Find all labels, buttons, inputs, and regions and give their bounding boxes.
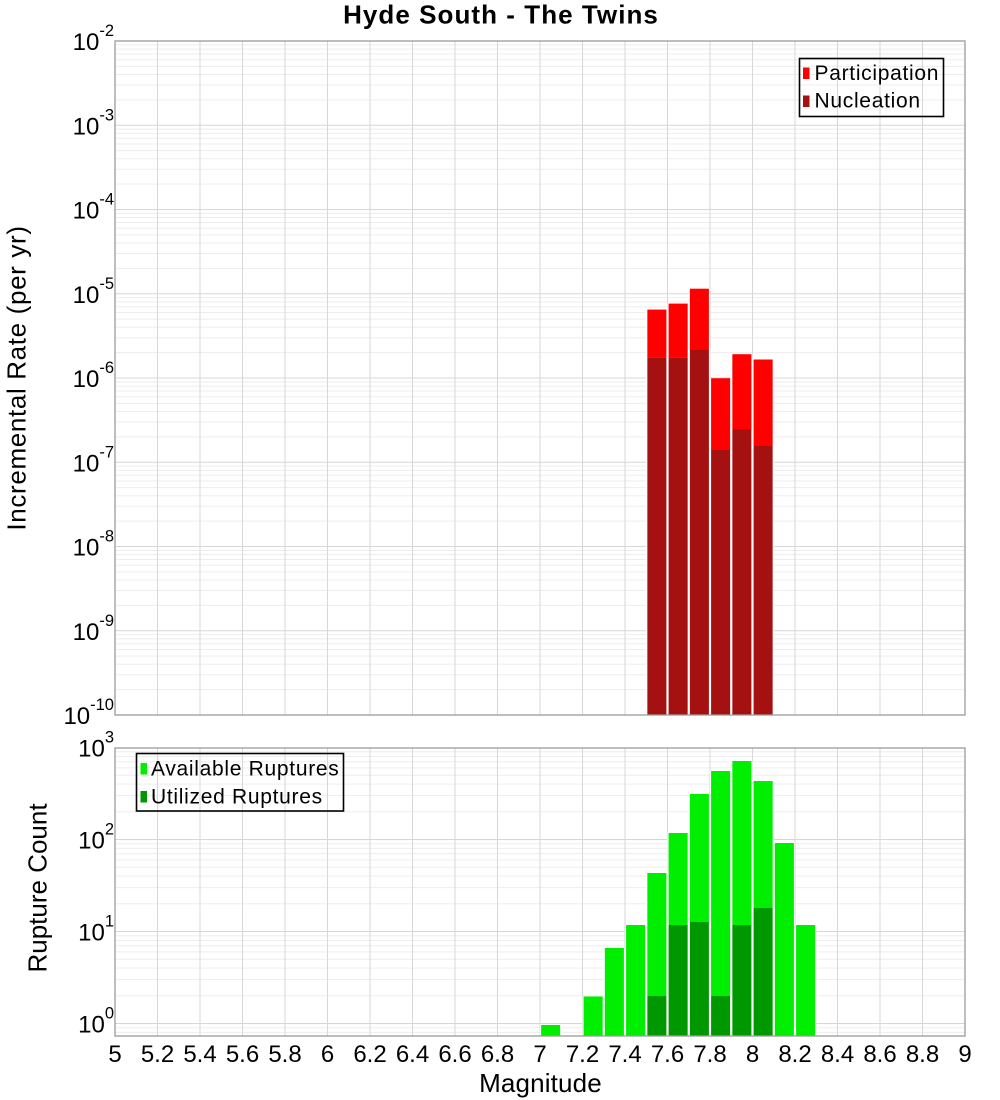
svg-text:Rupture Count: Rupture Count [23, 803, 53, 973]
svg-text:Participation: Participation [815, 62, 940, 85]
svg-text:Available Ruptures: Available Ruptures [151, 758, 340, 781]
svg-text:5: 5 [108, 1041, 121, 1068]
svg-text:6.2: 6.2 [353, 1041, 386, 1068]
svg-text:8.6: 8.6 [863, 1041, 896, 1068]
svg-text:6.8: 6.8 [481, 1041, 514, 1068]
svg-text:Magnitude: Magnitude [479, 1068, 602, 1098]
svg-text:Utilized Ruptures: Utilized Ruptures [151, 786, 323, 809]
svg-text:7: 7 [533, 1041, 546, 1068]
svg-text:7.6: 7.6 [651, 1041, 684, 1068]
svg-text:7.4: 7.4 [608, 1041, 641, 1068]
svg-text:8.8: 8.8 [906, 1041, 939, 1068]
svg-text:Nucleation: Nucleation [815, 90, 921, 113]
svg-text:5.6: 5.6 [226, 1041, 259, 1068]
svg-text:5.4: 5.4 [183, 1041, 216, 1068]
svg-text:8.4: 8.4 [821, 1041, 854, 1068]
svg-text:6.4: 6.4 [396, 1041, 429, 1068]
svg-text:6: 6 [321, 1041, 334, 1068]
svg-text:7.8: 7.8 [693, 1041, 726, 1068]
svg-text:8.2: 8.2 [778, 1041, 811, 1068]
svg-text:7.2: 7.2 [566, 1041, 599, 1068]
svg-text:Incremental Rate (per yr): Incremental Rate (per yr) [2, 225, 32, 530]
svg-text:Hyde South - The Twins: Hyde South - The Twins [343, 0, 659, 30]
svg-text:5.8: 5.8 [268, 1041, 301, 1068]
svg-text:6.6: 6.6 [438, 1041, 471, 1068]
svg-text:8: 8 [746, 1041, 759, 1068]
svg-text:9: 9 [958, 1041, 971, 1068]
svg-text:5.2: 5.2 [141, 1041, 174, 1068]
